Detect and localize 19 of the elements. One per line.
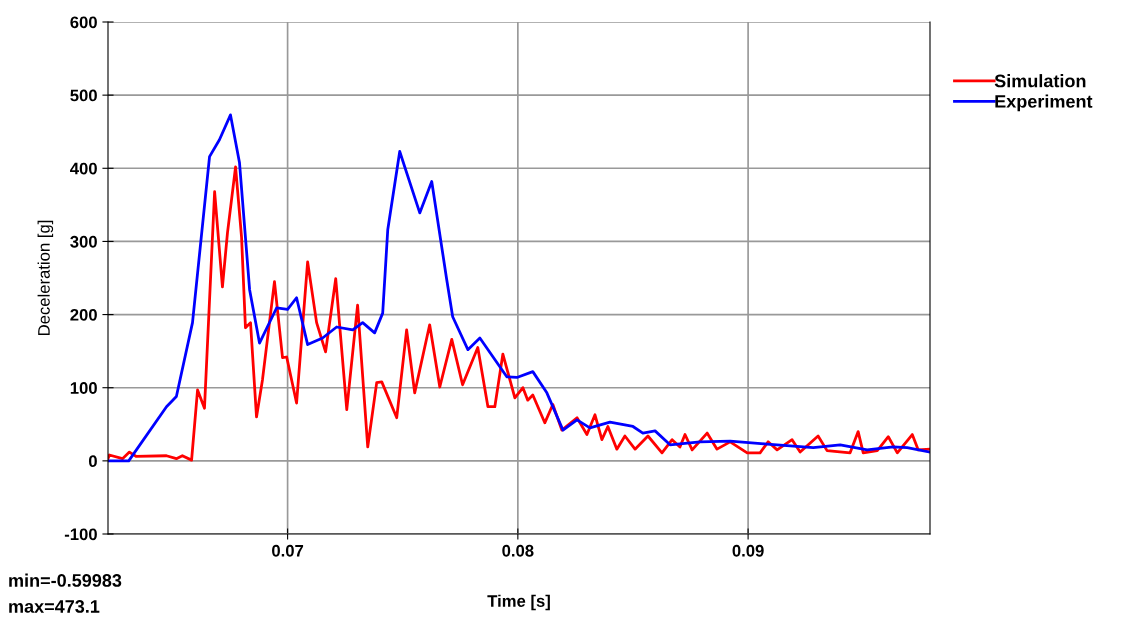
text: min=-0.59983 (9, 573, 122, 587)
y-tick-label: -100 (64, 528, 97, 541)
x-axis-title: Time [s] (487, 594, 550, 611)
y-tick-label: 200 (70, 308, 97, 321)
y-tick-label: 400 (70, 162, 97, 175)
y-tick-label: 600 (70, 16, 97, 29)
line-series (108, 165, 930, 462)
y-tick-label: 0 (88, 455, 97, 468)
x-tick-label: 0.08 (502, 544, 534, 557)
y-tick-label: 300 (70, 235, 97, 248)
y-axis-title: Deceleration [g] (37, 220, 54, 335)
line-series (108, 113, 930, 463)
legend-label: Simulation (994, 74, 1086, 88)
y-tick-label: 100 (70, 382, 97, 394)
legend-label: Experiment (995, 94, 1093, 112)
x-tick-label: 0.09 (732, 544, 764, 557)
y-tick-label: 500 (70, 89, 97, 102)
text: max=473.1 (9, 600, 100, 613)
x-tick-label: 0.07 (272, 544, 304, 557)
